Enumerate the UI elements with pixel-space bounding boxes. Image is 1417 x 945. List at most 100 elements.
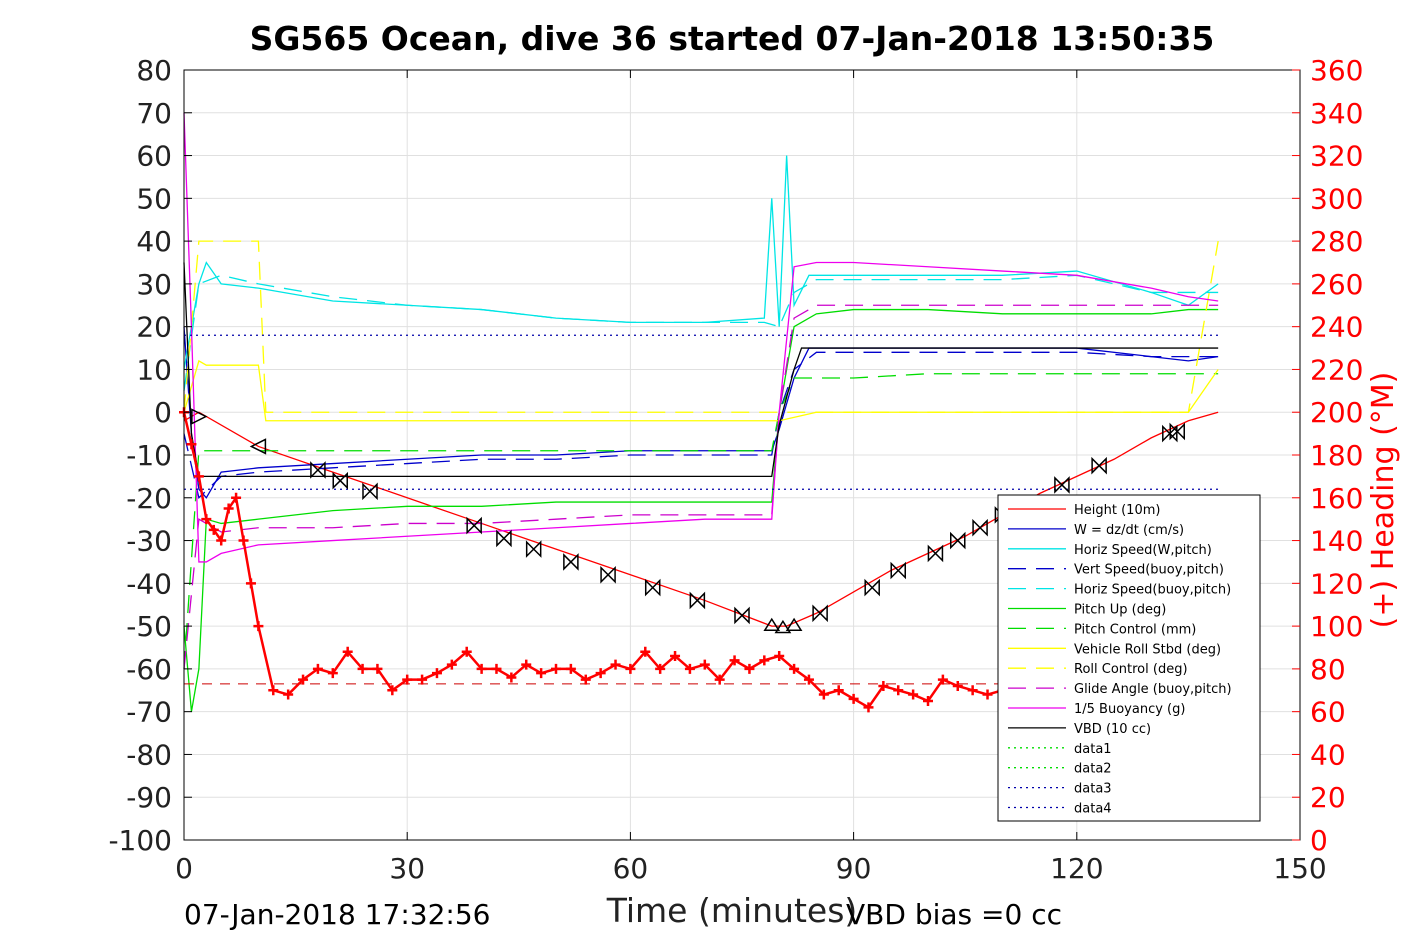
heading-point [818,689,829,700]
series-line [183,308,1219,712]
vbd-marker [812,604,828,623]
heading-point [446,659,457,670]
heading-point [774,651,785,662]
y2-tick-label: 40 [1310,738,1346,771]
legend-label: Pitch Control (mm) [1074,622,1196,637]
y-tick-label: -30 [126,525,172,558]
legend-label: Roll Control (deg) [1074,662,1188,677]
chart-title: SG565 Ocean, dive 36 started 07-Jan-2018… [250,19,1215,58]
y2-tick-label: 360 [1310,54,1363,87]
heading-point [298,674,309,685]
x-axis-label: Time (minutes) [606,891,858,930]
y-tick-label: 0 [154,396,172,429]
vbd-marker [563,553,579,571]
heading-point [759,655,770,666]
y-tick-label: -90 [126,781,172,814]
heading-point [744,663,755,674]
heading-point [937,674,948,685]
heading-point [610,659,621,670]
y2-tick-label: 160 [1310,482,1363,515]
legend-label: data3 [1074,782,1112,797]
y2-tick-label: 120 [1310,567,1363,600]
footer-timestamp: 07-Jan-2018 17:32:56 [184,898,491,931]
y2-tick-label: 280 [1310,225,1363,258]
heading-point [476,663,487,674]
vbd-marker [950,531,966,550]
legend: Height (10m) W = dz/dt (cm/s) Horiz Speed(… [997,494,1261,822]
heading-point [580,674,591,685]
series-line [183,112,1219,563]
y2-tick-label: 80 [1310,653,1346,686]
y-tick-label: -20 [126,482,172,515]
legend-label: Horiz Speed(buoy,pitch) [1074,583,1231,598]
vbd-marker [525,540,542,558]
vbd-marker [466,516,482,535]
heading-point [595,668,606,679]
heading-point [789,663,800,674]
heading-point [223,503,234,514]
y-tick-label: 30 [136,268,172,301]
y-tick-label: -50 [126,610,172,643]
heading-point [208,524,219,535]
series-line [183,240,1219,413]
heading-line [182,411,1003,710]
legend-label: VBD (10 cc) [1074,722,1151,737]
y2-tick-label: 260 [1310,268,1363,301]
vbd-marker [496,529,512,548]
heading-point [491,663,502,674]
x-tick-label: 120 [1050,852,1103,885]
heading-point [193,471,204,482]
heading-point [253,621,264,632]
y-tick-label: 60 [136,140,172,173]
y-tick-label: 80 [136,54,172,87]
heading-point [803,674,814,685]
legend-label: Glide Angle (buoy,pitch) [1074,682,1232,697]
heading-point [238,535,249,546]
y-tick-label: 20 [136,311,172,344]
vbd-marker [1169,422,1185,441]
vbd-marker [774,619,792,634]
heading-point [967,685,978,696]
heading-series [179,407,1219,713]
y-tick-label: 50 [136,182,172,215]
heading-point [402,674,413,685]
heading-point [417,674,428,685]
heading-point [565,663,576,674]
y2-tick-label: 100 [1310,610,1363,643]
heading-point [908,689,919,700]
heading-point [216,535,227,546]
legend-label: Height (10m) [1074,503,1160,518]
vbd-marker [785,617,803,632]
vbd-marker [864,578,880,597]
y2-axis-label: (+) Heading (°M) [1366,372,1401,629]
vbd-marker [689,591,706,610]
series-line [183,359,1219,422]
heading-point [729,655,740,666]
heading-point [699,659,710,670]
heading-point [357,663,368,674]
heading-point [625,663,636,674]
vbd-marker [191,408,208,425]
footer-vbd-bias: VBD bias =0 cc [846,898,1062,931]
vbd-marker [310,461,326,479]
y2-tick-label: 20 [1310,781,1346,814]
heading-point [714,674,725,685]
heading-point [231,492,242,503]
y2-tick-label: 220 [1310,353,1363,386]
heading-point [268,685,279,696]
heading-point [536,668,547,679]
y-tick-label: 10 [136,353,172,386]
legend-label: data4 [1074,802,1112,817]
heading-point [245,578,256,589]
x-tick-label: 30 [389,852,425,885]
vbd-markers [191,408,1185,634]
y2-tick-label: 300 [1310,182,1363,215]
heading-point [201,514,212,525]
heading-point [923,695,933,706]
heading-point [655,663,666,674]
x-tick-label: 150 [1273,852,1326,885]
legend-label: 1/5 Buoyancy (g) [1074,702,1185,717]
y-tick-label: -10 [126,439,172,472]
heading-point [952,681,963,691]
heading-point [372,663,383,674]
